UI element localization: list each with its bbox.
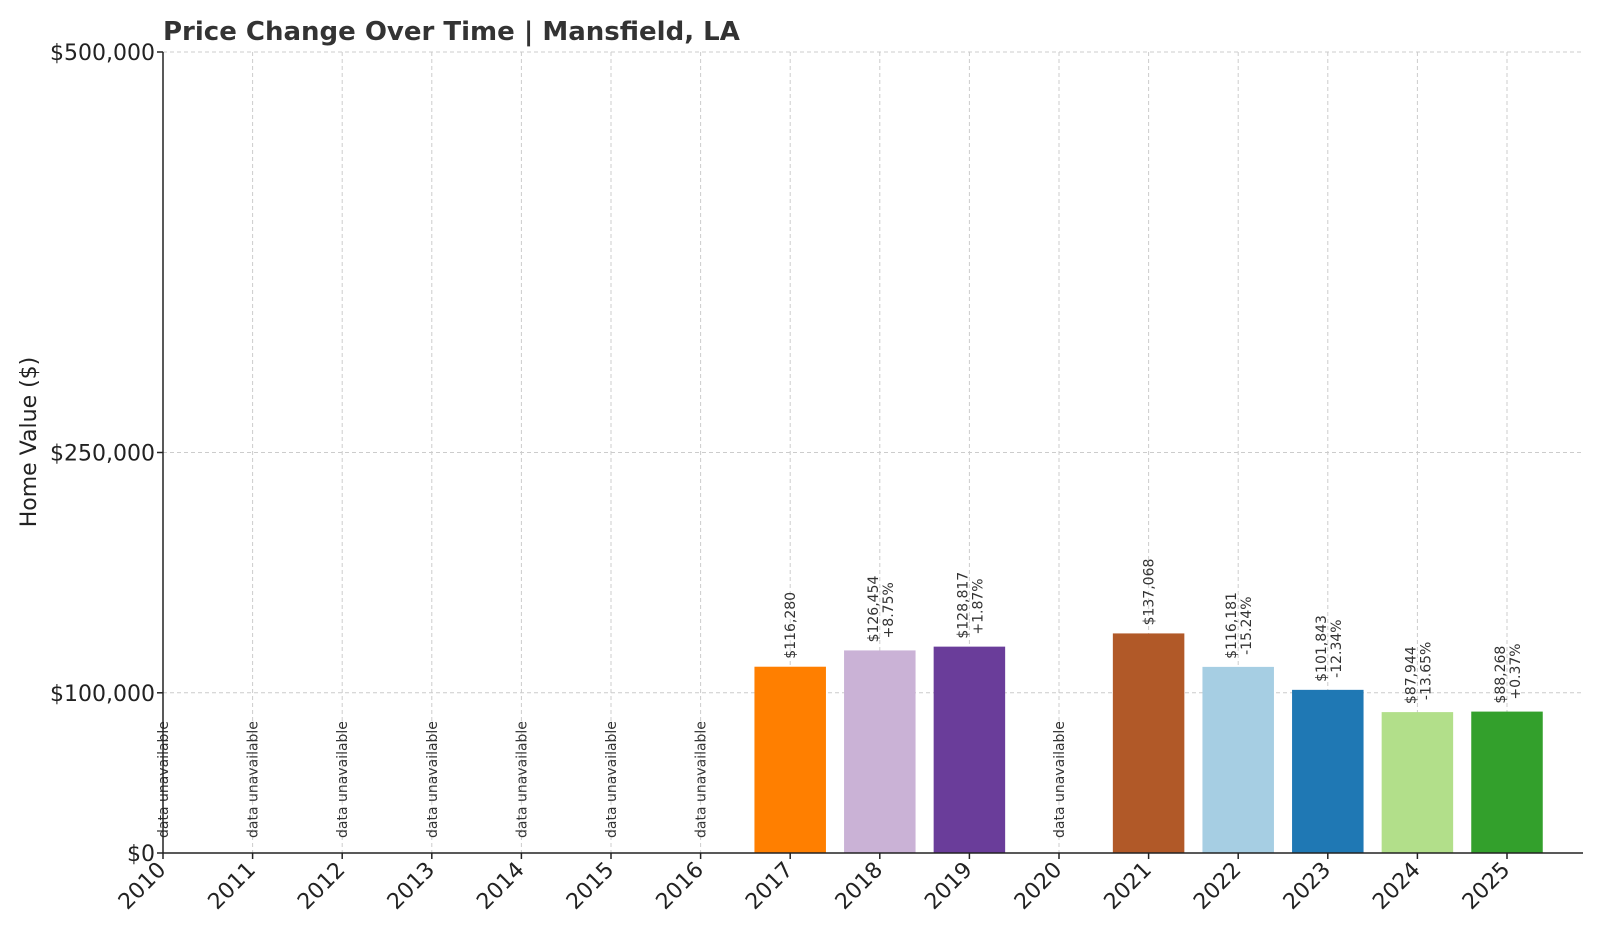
change-label-2018: +8.75%: [881, 582, 897, 638]
value-label-2024: $87,944: [1403, 646, 1419, 704]
change-label-2025: +0.37%: [1508, 643, 1524, 699]
unavailable-label-2015: data unavailable: [604, 721, 620, 838]
x-tick-label-2025: 2025: [1458, 858, 1515, 915]
bar-2022: [1202, 666, 1274, 853]
y-axis-label: Home Value ($): [17, 357, 42, 528]
x-tick-label-2013: 2013: [383, 858, 440, 915]
bar-labels: data unavailable data unavailable data una…: [156, 559, 1524, 838]
y-tick-labels: $0 $100,000 $250,000 $500,000: [50, 41, 155, 867]
value-label-2022: $116,181: [1224, 592, 1240, 659]
bar-2025: [1471, 711, 1543, 853]
value-label-2023: $101,843: [1314, 615, 1330, 682]
bar-2019: [933, 646, 1006, 853]
unavailable-label-2011: data unavailable: [246, 721, 262, 838]
change-label-2024: -13.65%: [1418, 642, 1434, 700]
value-label-2019: $128,817: [955, 572, 971, 639]
x-tick-label-2022: 2022: [1189, 858, 1246, 915]
value-label-2018: $126,454: [866, 576, 882, 643]
y-tick-label: $0: [127, 842, 155, 867]
y-tick-label: $500,000: [50, 41, 155, 66]
bar-2018: [844, 650, 916, 853]
x-tick-label-2019: 2019: [920, 858, 977, 915]
x-tick-label-2023: 2023: [1279, 858, 1336, 915]
bar-2017: [754, 666, 826, 853]
unavailable-label-2020: data unavailable: [1052, 721, 1068, 838]
y-tick-label: $250,000: [50, 442, 155, 467]
x-tick-label-2018: 2018: [831, 858, 888, 915]
bar-2023: [1292, 689, 1364, 853]
chart-title: Price Change Over Time | Mansfield, LA: [163, 17, 740, 47]
unavailable-label-2016: data unavailable: [694, 721, 710, 838]
y-tick-label: $100,000: [50, 682, 155, 707]
x-tick-label-2012: 2012: [293, 858, 350, 915]
bars: [754, 633, 1543, 853]
value-label-2017: $116,280: [783, 592, 799, 659]
unavailable-label-2013: data unavailable: [425, 721, 441, 838]
x-tick-label-2020: 2020: [1010, 858, 1067, 915]
x-tick-label-2017: 2017: [741, 858, 798, 915]
x-tick-label-2011: 2011: [204, 858, 261, 915]
value-label-2021: $137,068: [1142, 559, 1158, 626]
bar-2021: [1112, 633, 1185, 853]
x-tick-labels: 2010 2011 2012 2013 2014 2015 2016 2017 2018 2019…: [114, 858, 1515, 915]
x-tick-label-2014: 2014: [472, 858, 529, 915]
unavailable-label-2012: data unavailable: [335, 721, 351, 838]
change-label-2023: -12.34%: [1329, 619, 1345, 677]
x-tick-label-2015: 2015: [562, 858, 619, 915]
bar-2024: [1381, 712, 1454, 853]
unavailable-label-2014: data unavailable: [514, 721, 530, 838]
value-label-2025: $88,268: [1493, 646, 1509, 704]
change-label-2019: +1.87%: [970, 578, 986, 634]
x-tick-label-2016: 2016: [652, 858, 709, 915]
axes: [157, 51, 1583, 859]
change-label-2022: -15.24%: [1239, 596, 1255, 654]
x-tick-label-2021: 2021: [1100, 858, 1157, 915]
unavailable-label-2010: data unavailable: [156, 721, 172, 838]
x-tick-label-2024: 2024: [1368, 858, 1425, 915]
